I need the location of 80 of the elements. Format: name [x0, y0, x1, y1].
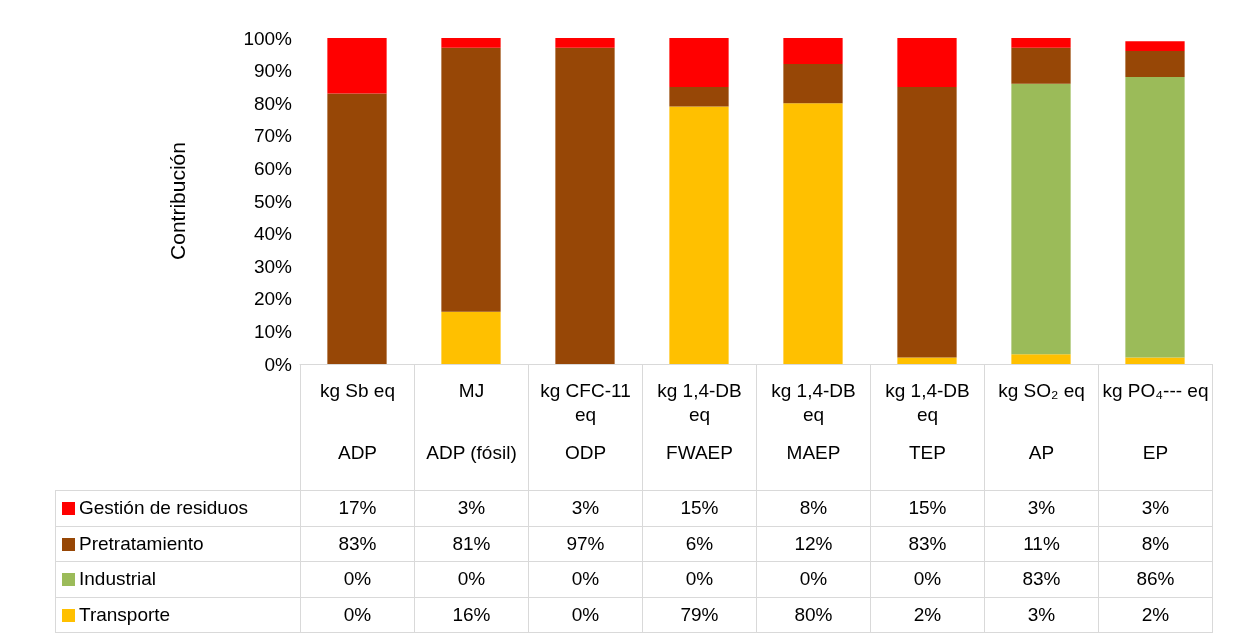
bar	[669, 106, 729, 364]
x-tick-label: kg 1,4-DB eq FWAEP	[656, 379, 743, 465]
data-label: 2%	[1098, 597, 1213, 633]
data-label: 6%	[642, 526, 757, 562]
data-label: 15%	[642, 490, 757, 526]
bar	[669, 86, 729, 107]
data-label: 83%	[870, 526, 985, 562]
bar	[897, 38, 957, 87]
data-label: 79%	[642, 597, 757, 633]
legend-label: Gestión de residuos	[55, 490, 301, 526]
data-label: 15%	[870, 490, 985, 526]
category-label: kg Sb eq ADP	[320, 380, 395, 463]
data-label: 0%	[300, 561, 415, 597]
bar	[1125, 41, 1185, 52]
data-label: 2%	[870, 597, 985, 633]
category-label: kg PO₄--- eq EP	[1102, 380, 1209, 463]
bar	[783, 103, 843, 364]
bar	[1125, 357, 1185, 364]
data-label: 17%	[300, 490, 415, 526]
data-label: 80%	[756, 597, 871, 633]
data-label: 3%	[984, 490, 1099, 526]
legend-label: Industrial	[55, 561, 301, 597]
category-label: MJ ADP (fósil)	[426, 380, 517, 463]
legend-label: Transporte	[55, 597, 301, 633]
y-tick-label: 70%	[253, 125, 293, 147]
y-tick-label: 90%	[253, 60, 293, 82]
data-label: 0%	[642, 561, 757, 597]
data-label: 3%	[984, 597, 1099, 633]
bar	[327, 38, 387, 94]
data-label: 0%	[300, 597, 415, 633]
data-label: 0%	[756, 561, 871, 597]
y-tick-label: 30%	[253, 255, 293, 277]
data-label: 0%	[528, 597, 643, 633]
x-tick-label: kg CFC-11 eq ODP	[539, 379, 632, 465]
bar	[1011, 83, 1071, 355]
x-tick-label: kg 1,4-DB eq TEP	[884, 379, 971, 465]
data-label: 8%	[1098, 526, 1213, 562]
bar	[783, 64, 843, 104]
bar	[1011, 354, 1071, 364]
y-tick-label: 100%	[243, 27, 293, 49]
legend-label: Pretratamiento	[55, 526, 301, 562]
bar	[1125, 77, 1185, 358]
data-label: 3%	[1098, 490, 1213, 526]
data-label: 0%	[414, 561, 529, 597]
y-tick-label: 0%	[264, 353, 293, 375]
data-label: 11%	[984, 526, 1099, 562]
data-label: 0%	[870, 561, 985, 597]
bar	[783, 38, 843, 65]
data-label: 16%	[414, 597, 529, 633]
data-label: 3%	[414, 490, 529, 526]
bar	[555, 47, 615, 364]
bar	[441, 311, 501, 364]
y-tick-label: 60%	[253, 157, 293, 179]
y-tick-label: 50%	[253, 190, 293, 212]
y-tick-label: 20%	[253, 288, 293, 310]
y-tick-label: 80%	[253, 92, 293, 114]
data-label: 12%	[756, 526, 871, 562]
bar	[1125, 51, 1185, 78]
y-axis-title: Contribución	[166, 142, 189, 260]
data-label: 81%	[414, 526, 529, 562]
bar	[441, 38, 501, 48]
data-label: 86%	[1098, 561, 1213, 597]
data-label: 8%	[756, 490, 871, 526]
category-label: kg SO₂ eq AP	[998, 380, 1085, 463]
bar	[1011, 38, 1071, 48]
y-tick-label: 40%	[253, 223, 293, 245]
x-tick-label: kg 1,4-DB eq MAEP	[770, 379, 857, 465]
bar	[555, 38, 615, 48]
data-label: 83%	[300, 526, 415, 562]
bar	[897, 357, 957, 364]
data-label: 0%	[528, 561, 643, 597]
bar	[897, 86, 957, 358]
bar	[327, 93, 387, 364]
data-label: 3%	[528, 490, 643, 526]
data-label: 97%	[528, 526, 643, 562]
bar	[669, 38, 729, 87]
bar	[441, 47, 501, 312]
bar	[1011, 47, 1071, 84]
data-label: 83%	[984, 561, 1099, 597]
y-tick-label: 10%	[253, 320, 293, 342]
